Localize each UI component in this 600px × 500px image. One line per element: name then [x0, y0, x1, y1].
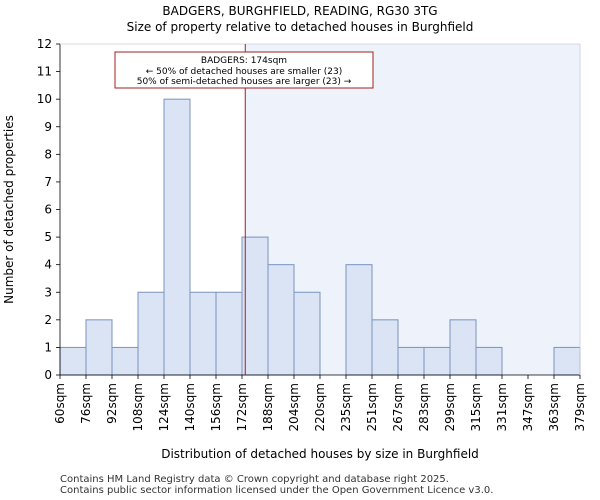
- bar: [267, 264, 295, 376]
- x-tick-label: 315sqm: [469, 383, 483, 431]
- x-tick-label: 76sqm: [79, 383, 93, 424]
- bar: [553, 346, 581, 376]
- y-tick-label: 4: [44, 258, 52, 272]
- bar: [423, 346, 451, 376]
- y-tick-label: 9: [44, 120, 52, 134]
- y-tick-label: 5: [44, 230, 52, 244]
- bar: [475, 346, 503, 376]
- y-axis-label: Number of detached properties: [2, 115, 16, 304]
- bar: [371, 319, 399, 376]
- x-tick-label: 108sqm: [131, 383, 145, 431]
- bar: [111, 346, 139, 376]
- x-tick-label: 156sqm: [209, 383, 223, 431]
- x-tick-label: 267sqm: [391, 383, 405, 431]
- bar: [397, 346, 425, 376]
- y-tick-label: 12: [37, 37, 52, 51]
- bar: [59, 346, 87, 376]
- y-tick-label: 0: [44, 368, 52, 382]
- x-tick-label: 92sqm: [105, 383, 119, 424]
- x-tick-label: 283sqm: [417, 383, 431, 431]
- bar: [449, 319, 477, 376]
- x-tick-label: 363sqm: [547, 383, 561, 431]
- bar: [137, 291, 165, 376]
- x-tick-label: 235sqm: [339, 383, 353, 431]
- x-tick-label: 347sqm: [521, 383, 535, 431]
- y-tick-label: 7: [44, 175, 52, 189]
- bar: [163, 98, 191, 376]
- bar: [189, 291, 217, 376]
- footer-line-2: Contains public sector information licen…: [60, 485, 494, 496]
- y-tick-label: 3: [44, 285, 52, 299]
- x-tick-label: 331sqm: [495, 383, 509, 431]
- x-tick-label: 204sqm: [287, 383, 301, 431]
- y-tick-label: 10: [37, 92, 52, 106]
- bar: [293, 291, 321, 376]
- x-tick-label: 299sqm: [443, 383, 457, 431]
- y-tick-label: 2: [44, 313, 52, 327]
- x-tick-label: 251sqm: [365, 383, 379, 431]
- x-tick-label: 60sqm: [53, 383, 67, 424]
- footer-line-1: Contains HM Land Registry data © Crown c…: [60, 474, 449, 485]
- bar: [345, 264, 373, 376]
- x-axis-label: Distribution of detached houses by size …: [161, 447, 479, 461]
- y-tick-label: 8: [44, 147, 52, 161]
- bar: [215, 291, 243, 376]
- x-tick-label: 140sqm: [183, 383, 197, 431]
- x-tick-label: 379sqm: [573, 383, 587, 431]
- x-tick-label: 220sqm: [313, 383, 327, 431]
- y-tick-label: 1: [44, 340, 52, 354]
- y-tick-label: 11: [37, 65, 52, 79]
- y-tick-label: 6: [44, 203, 52, 217]
- annotation-line: ← 50% of detached houses are smaller (23…: [146, 67, 343, 77]
- bar: [85, 319, 113, 376]
- annotation-line: 50% of semi-detached houses are larger (…: [137, 77, 352, 87]
- x-tick-label: 172sqm: [235, 383, 249, 431]
- chart-subtitle: Size of property relative to detached ho…: [126, 20, 474, 34]
- annotation-box: [114, 51, 374, 89]
- annotation-title: BADGERS: 174sqm: [201, 56, 287, 66]
- bar: [241, 236, 269, 376]
- chart-title: BADGERS, BURGHFIELD, READING, RG30 3TG: [162, 4, 438, 18]
- x-tick-label: 124sqm: [157, 383, 171, 431]
- x-tick-label: 188sqm: [261, 383, 275, 431]
